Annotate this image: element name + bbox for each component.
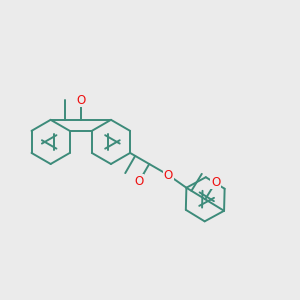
Text: O: O	[211, 176, 220, 189]
Text: O: O	[135, 175, 144, 188]
Text: O: O	[76, 94, 86, 107]
Text: O: O	[164, 169, 173, 182]
